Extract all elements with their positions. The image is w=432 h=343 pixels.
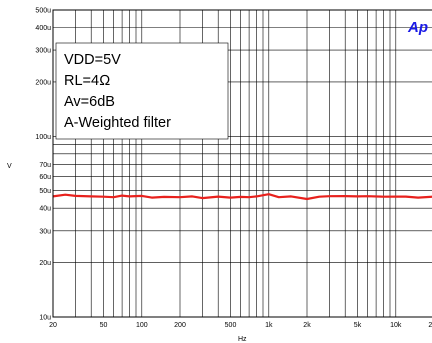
x-axis-label: Hz: [238, 336, 247, 343]
y-tick-label: 40u: [39, 206, 51, 213]
y-tick-label: 70u: [39, 162, 51, 169]
legend-box: [55, 42, 229, 140]
legend-line-1: VDD=5V: [64, 52, 121, 68]
x-tick-label: 20k: [428, 322, 432, 329]
x-tick-label: 100: [136, 322, 148, 329]
x-tick-label: 10k: [390, 322, 402, 329]
series-layer: [52, 193, 432, 201]
y-tick-label: 20u: [39, 260, 51, 267]
y-tick-label: 50u: [39, 188, 51, 195]
legend-line-2: RL=4Ω: [64, 73, 110, 89]
brand-logo-text: Ap: [407, 19, 428, 36]
series-line: [52, 193, 432, 201]
y-tick-label: 10u: [39, 315, 51, 322]
y-tick-label: 100u: [35, 134, 51, 141]
x-tick-label: 50: [100, 322, 108, 329]
y-tick-label: 200u: [35, 79, 51, 86]
x-tick-label: 2k: [303, 322, 311, 329]
y-tick-label: 400u: [35, 25, 51, 32]
tick-labels: 20 50 100 200 500 1k 2k 5k 10k 20k 10u 20u 30u 40u 50u…: [35, 8, 432, 330]
y-tick-label: 500u: [35, 8, 51, 15]
plot-frame: [52, 9, 432, 318]
y-tick-label: 300u: [35, 48, 51, 55]
x-tick-label: 500: [225, 322, 237, 329]
legend-line-3: Av=6dB: [64, 94, 115, 110]
legend-line-4: A-Weighted filter: [64, 115, 171, 131]
y-tick-label: 30u: [39, 228, 51, 235]
x-tick-label: 1k: [265, 322, 273, 329]
legend: VDD=5V RL=4Ω Av=6dB A-Weighted filter: [64, 52, 171, 131]
y-tick-label: 60u: [39, 174, 51, 181]
x-tick-label: 5k: [354, 322, 362, 329]
x-tick-label: 200: [174, 322, 186, 329]
x-tick-label: 20: [49, 322, 57, 329]
y-axis-label: V: [7, 163, 12, 170]
